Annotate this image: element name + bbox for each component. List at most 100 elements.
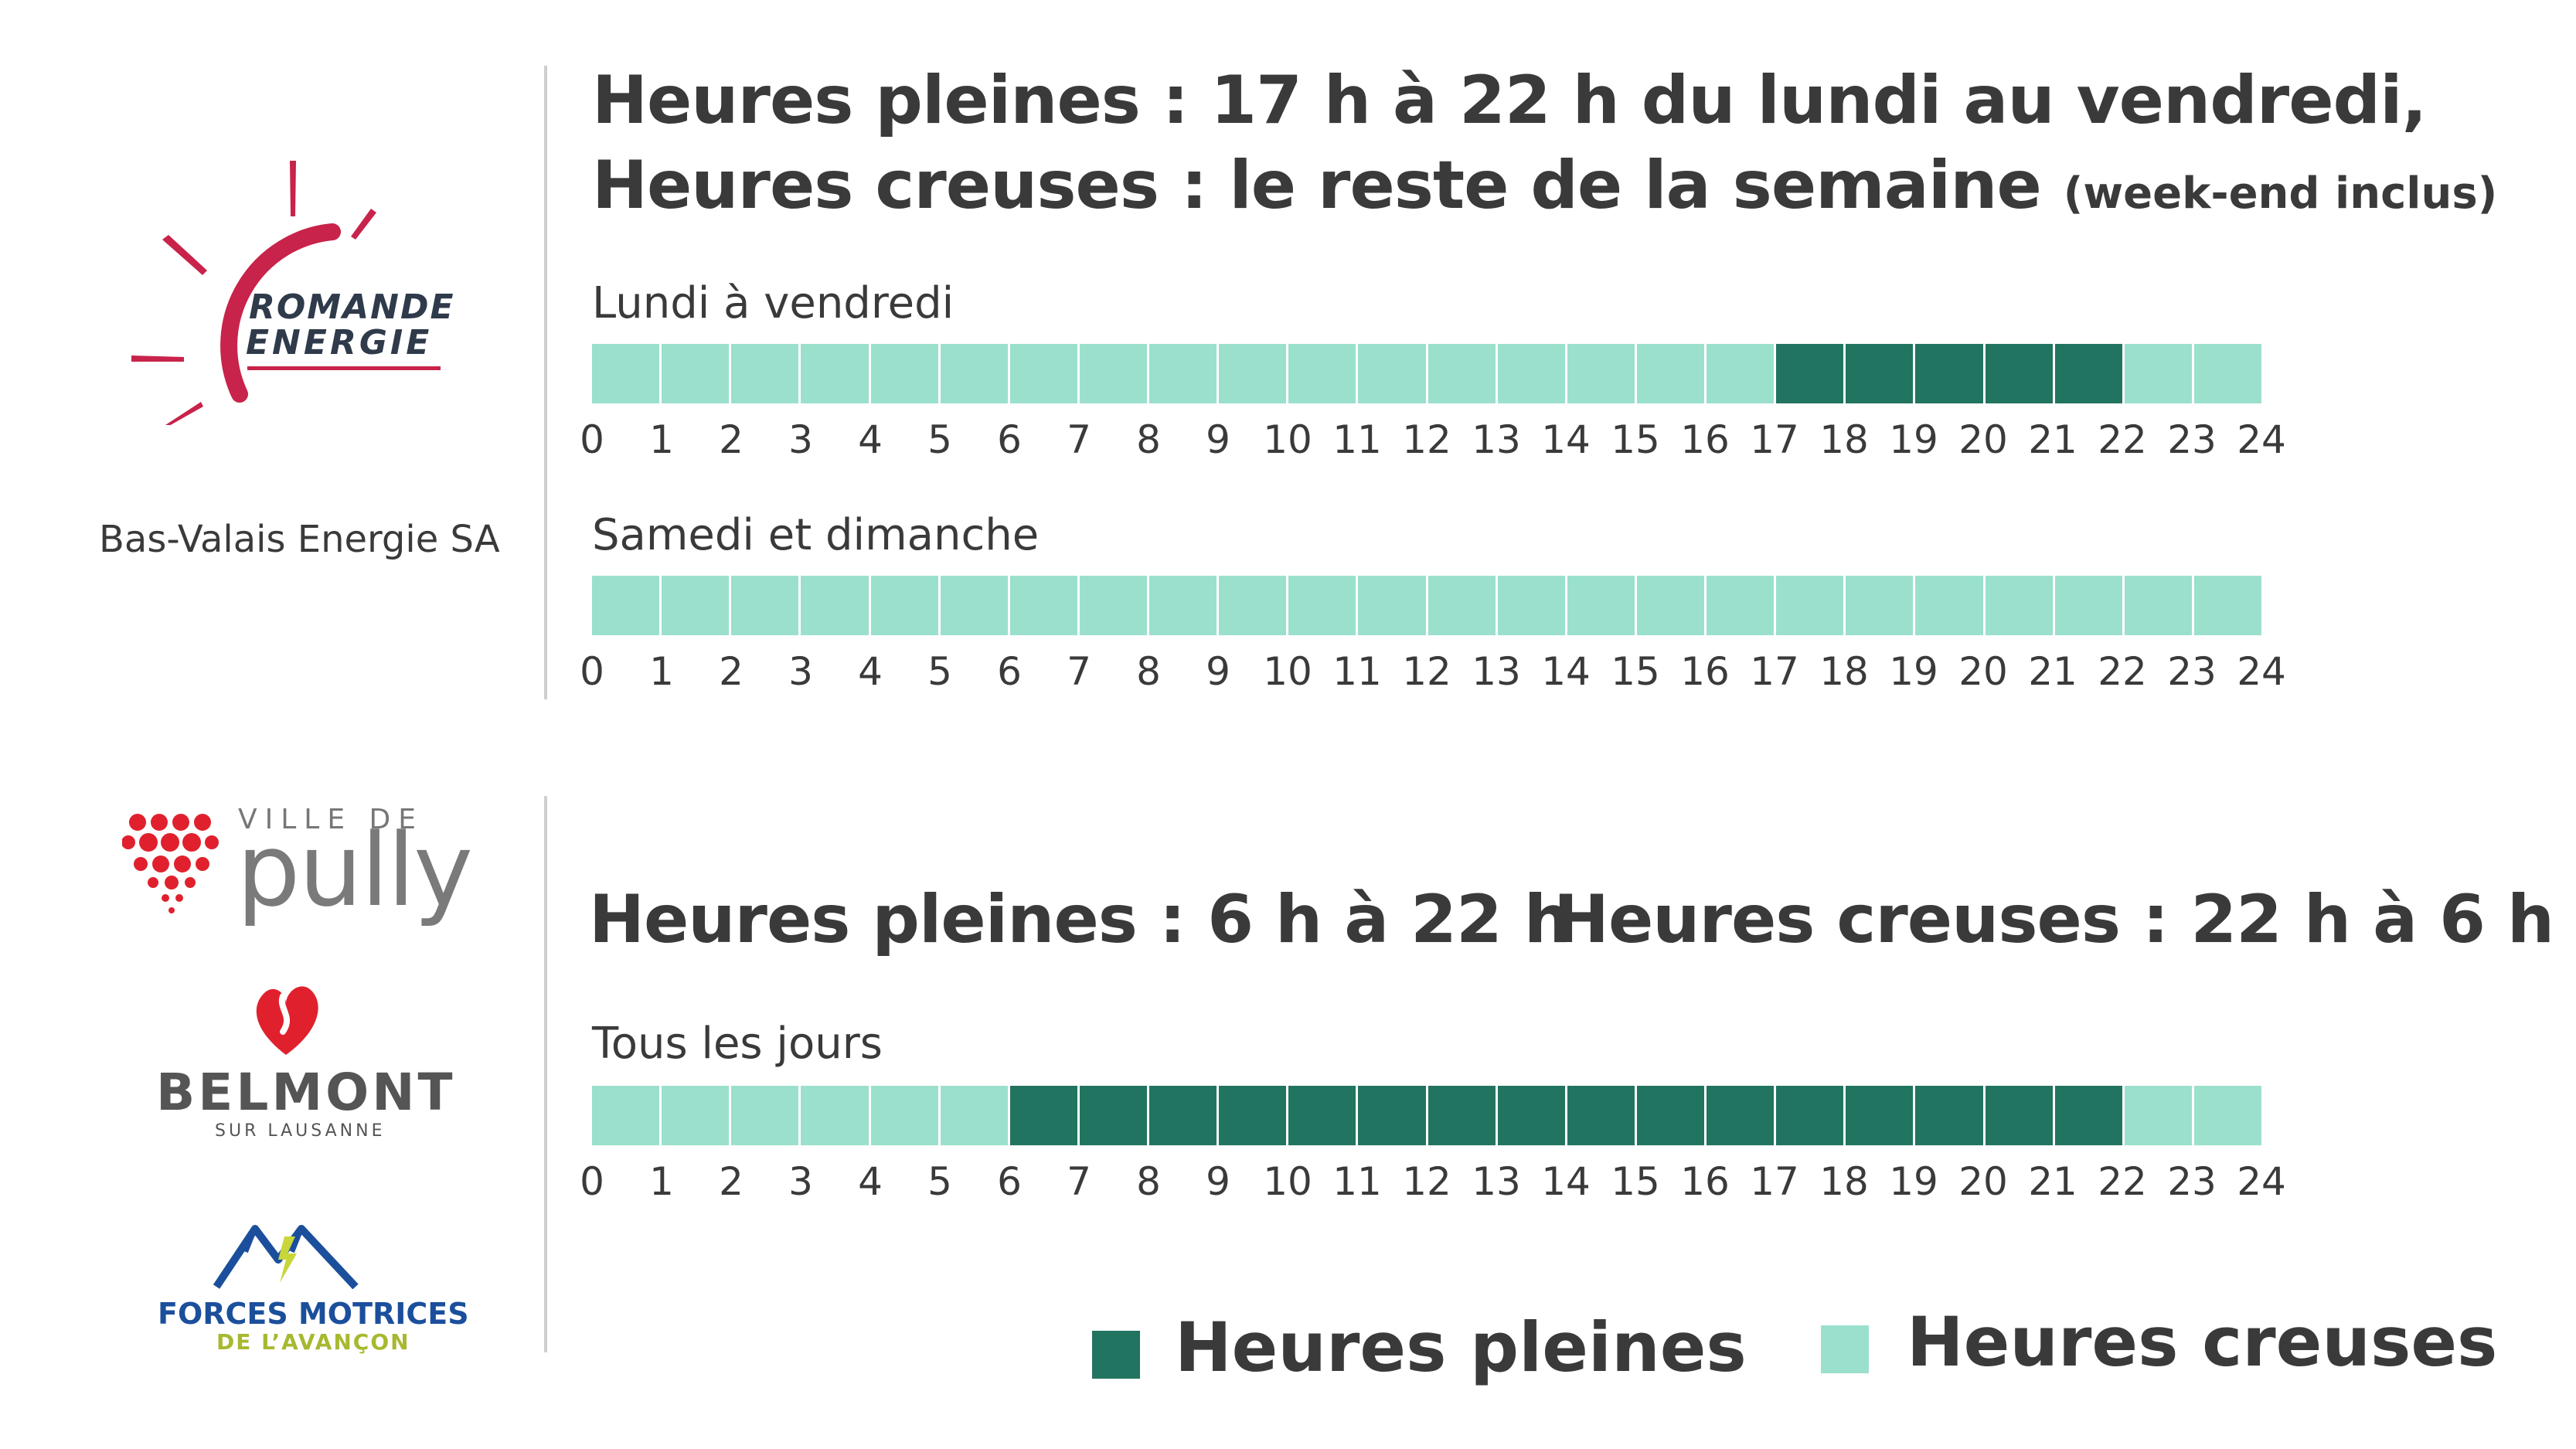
offpeak-hour-cell <box>731 576 801 635</box>
offpeak-hour-cell <box>731 1086 801 1145</box>
peak-hour-cell <box>1009 1086 1080 1145</box>
hour-tick-label: 18 <box>1819 649 1869 694</box>
hour-tick-label: 23 <box>2167 417 2217 462</box>
offpeak-hour-cell <box>2124 576 2194 635</box>
hour-tick-label: 20 <box>1958 1159 2008 1204</box>
hour-tick-label: 0 <box>580 417 604 462</box>
peak-hour-cell <box>1985 344 2055 403</box>
hour-tick-label: 15 <box>1611 417 1660 462</box>
hour-tick-label: 1 <box>649 1159 674 1204</box>
belmont-big: BELMONT <box>156 1063 456 1122</box>
hour-tick-label: 4 <box>858 1159 883 1204</box>
pully-logo: VILLE DE pully <box>122 804 473 929</box>
hour-tick-label: 22 <box>2098 417 2147 462</box>
hour-tick-label: 13 <box>1472 417 1521 462</box>
hour-tick-label: 21 <box>2028 417 2077 462</box>
hour-tick-label: 23 <box>2167 649 2217 694</box>
hour-tick-label: 7 <box>1067 417 1091 462</box>
hour-tick-label: 5 <box>927 417 952 462</box>
section2-headline-offpeak: Heures creuses : 22 h à 6 h <box>1553 881 2554 958</box>
legend-offpeak-label: Heures creuses <box>1907 1302 2498 1382</box>
offpeak-hour-cell <box>1428 576 1498 635</box>
hour-ticks-weekdays: 0 1 2 3 4 5 6 7 8 9 10 11 12 13 14 15 16 17 18 19 20 21 22 23 24 <box>580 417 2286 464</box>
hour-tick-label: 0 <box>580 649 604 694</box>
hour-tick-label: 8 <box>1136 417 1161 462</box>
hour-tick-label: 14 <box>1541 649 1591 694</box>
forces-motrices-logo: FORCES MOTRICES DE L’AVANÇON <box>155 1221 469 1360</box>
hour-ticks-everyday: 0 1 2 3 4 5 6 7 8 9 10 11 12 13 14 15 16 17 18 19 20 21 22 23 24 <box>580 1159 2286 1206</box>
offpeak-hour-cell <box>1636 576 1707 635</box>
offpeak-hour-cell <box>1567 576 1637 635</box>
romande-underline <box>247 366 441 370</box>
hour-tick-label: 6 <box>997 1159 1022 1204</box>
hour-tick-label: 4 <box>858 417 883 462</box>
offpeak-hour-cell <box>1707 344 1777 403</box>
hour-tick-label: 1 <box>649 649 674 694</box>
offpeak-hour-cell <box>1567 344 1637 403</box>
offpeak-hour-cell <box>801 576 871 635</box>
offpeak-hour-cell <box>1219 576 1289 635</box>
hour-tick-label: 8 <box>1136 1159 1161 1204</box>
hour-tick-label: 23 <box>2167 1159 2217 1204</box>
offpeak-hour-cell <box>1288 344 1359 403</box>
offpeak-hour-cell <box>2054 576 2125 635</box>
peak-hour-cell <box>1915 344 1986 403</box>
forces-line1: FORCES MOTRICES <box>158 1297 469 1331</box>
divider-top <box>544 66 547 699</box>
offpeak-hour-cell <box>870 1086 941 1145</box>
hour-tick-label: 13 <box>1472 649 1521 694</box>
timeline-weekend <box>592 576 2261 635</box>
offpeak-hour-cell <box>1358 344 1428 403</box>
hour-tick-label: 9 <box>1206 417 1230 462</box>
forces-mountains-icon <box>213 1225 359 1290</box>
hour-tick-label: 15 <box>1611 1159 1660 1204</box>
offpeak-hour-cell <box>662 1086 732 1145</box>
hour-tick-label: 10 <box>1263 649 1312 694</box>
hour-tick-label: 6 <box>997 649 1022 694</box>
legend-peak-swatch <box>1092 1331 1140 1379</box>
peak-hour-cell <box>1776 344 1846 403</box>
forces-line2: DE L’AVANÇON <box>216 1329 410 1355</box>
offpeak-hour-cell <box>940 576 1010 635</box>
hour-tick-label: 12 <box>1402 1159 1451 1204</box>
offpeak-hour-cell <box>940 344 1010 403</box>
hour-tick-label: 2 <box>719 1159 744 1204</box>
hour-tick-label: 20 <box>1958 417 2008 462</box>
hour-tick-label: 24 <box>2237 649 2286 694</box>
romande-line2: ENERGIE <box>246 323 433 362</box>
hour-tick-label: 3 <box>788 649 813 694</box>
timeline-weekdays <box>592 344 2261 403</box>
offpeak-hour-cell <box>1846 576 1916 635</box>
offpeak-hour-cell <box>662 344 732 403</box>
offpeak-hour-cell <box>801 1086 871 1145</box>
hour-tick-label: 2 <box>719 649 744 694</box>
hour-tick-label: 14 <box>1541 1159 1591 1204</box>
peak-hour-cell <box>1846 344 1916 403</box>
hour-tick-label: 15 <box>1611 649 1660 694</box>
hour-tick-label: 12 <box>1402 417 1451 462</box>
offpeak-hour-cell <box>2193 344 2261 403</box>
peak-hour-cell <box>1915 1086 1986 1145</box>
offpeak-hour-cell <box>1288 576 1359 635</box>
hour-tick-label: 0 <box>580 1159 604 1204</box>
offpeak-hour-cell <box>731 344 801 403</box>
hour-tick-label: 21 <box>2028 649 2077 694</box>
timeline-everyday <box>592 1086 2261 1145</box>
peak-hour-cell <box>1288 1086 1359 1145</box>
offpeak-hour-cell <box>1149 576 1220 635</box>
offpeak-hour-cell <box>1149 344 1220 403</box>
hour-tick-label: 3 <box>788 417 813 462</box>
romande-energie-logo: ROMANDE ENERGIE <box>116 155 456 425</box>
offpeak-hour-cell <box>1707 576 1777 635</box>
hour-tick-label: 21 <box>2028 1159 2077 1204</box>
section1-headline-line2: Heures creuses : le reste de la semaine … <box>592 147 2497 224</box>
peak-hour-cell <box>1497 1086 1567 1145</box>
offpeak-hour-cell <box>1009 576 1080 635</box>
hour-tick-label: 22 <box>2098 649 2147 694</box>
bas-valais-label: Bas-Valais Energie SA <box>99 518 500 561</box>
offpeak-hour-cell <box>1079 344 1149 403</box>
offpeak-hour-cell <box>2193 576 2261 635</box>
hour-tick-label: 7 <box>1067 1159 1091 1204</box>
row-label-everyday: Tous les jours <box>592 1019 883 1069</box>
peak-hour-cell <box>1358 1086 1428 1145</box>
